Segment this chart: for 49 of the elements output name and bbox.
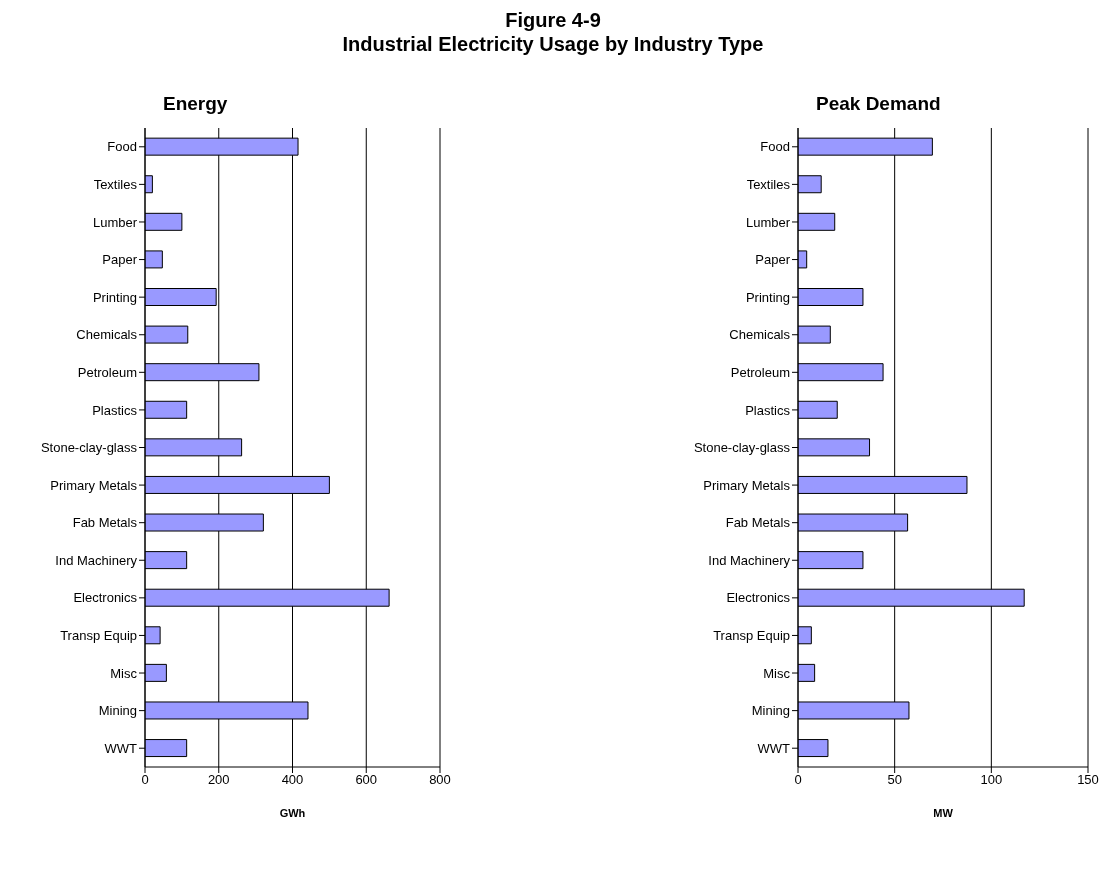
x-axis-title: MW: [933, 807, 954, 819]
y-tick-label: Lumber: [745, 214, 791, 230]
y-tick-label: Transp Equip: [60, 628, 137, 644]
y-tick-label: WWT: [104, 740, 138, 756]
y-tick-label: Paper: [755, 252, 791, 268]
caption: Figure 4-9: [504, 8, 602, 32]
x-tick-label: 0: [141, 772, 149, 788]
y-tick-label: Textiles: [93, 177, 138, 192]
text: Industrial Electricity Usage by Industry Type: [341, 32, 765, 56]
y-tick-label: Food: [107, 139, 137, 155]
y-tick-label: Paper: [102, 252, 138, 268]
chart-title: Energy: [163, 93, 228, 115]
y-tick-label: Primary Metals: [50, 477, 138, 493]
x-tick-label: 800: [429, 772, 451, 788]
y-tick-label: Fab Metals: [725, 515, 791, 531]
y-tick-label: Lumber: [92, 214, 138, 230]
x-tick-label: 100: [980, 772, 1003, 788]
y-tick-label: Mining: [98, 703, 137, 719]
y-tick-label: Mining: [751, 703, 790, 719]
y-tick-label: Food: [760, 139, 790, 155]
y-tick-label: Textiles: [746, 177, 791, 192]
chart-title: Peak Demand: [816, 93, 941, 115]
y-tick-label: Transp Equip: [713, 628, 790, 644]
x-tick-label: 600: [355, 772, 378, 788]
x-tick-label: 150: [1077, 772, 1099, 788]
x-tick-label: 200: [207, 772, 230, 788]
y-tick-label: Primary Metals: [703, 477, 791, 493]
y-tick-label: Ind Machinery: [55, 552, 138, 568]
x-axis-title: GWh: [279, 807, 306, 819]
y-tick-label: Stone-clay-glass: [40, 440, 138, 456]
y-tick-label: Misc: [110, 665, 138, 681]
x-tick-label: 50: [887, 772, 902, 788]
y-tick-label: Petroleum: [77, 364, 137, 380]
y-tick-label: Misc: [763, 665, 791, 681]
y-tick-label: Chemicals: [729, 327, 791, 343]
y-tick-label: Plastics: [745, 402, 791, 418]
y-tick-label: Electronics: [73, 590, 138, 606]
y-tick-label: Petroleum: [730, 364, 790, 380]
y-tick-label: WWT: [757, 740, 791, 756]
y-tick-label: Printing: [745, 289, 790, 305]
y-tick-label: Chemicals: [76, 327, 138, 343]
y-tick-label: Fab Metals: [72, 515, 138, 531]
x-tick-label: 400: [281, 772, 304, 788]
y-tick-label: Plastics: [92, 402, 138, 418]
y-tick-label: Electronics: [726, 590, 791, 606]
y-tick-label: Ind Machinery: [708, 552, 791, 568]
y-tick-label: Printing: [92, 289, 137, 305]
x-tick-label: 0: [794, 772, 802, 788]
y-tick-label: Stone-clay-glass: [693, 440, 791, 456]
